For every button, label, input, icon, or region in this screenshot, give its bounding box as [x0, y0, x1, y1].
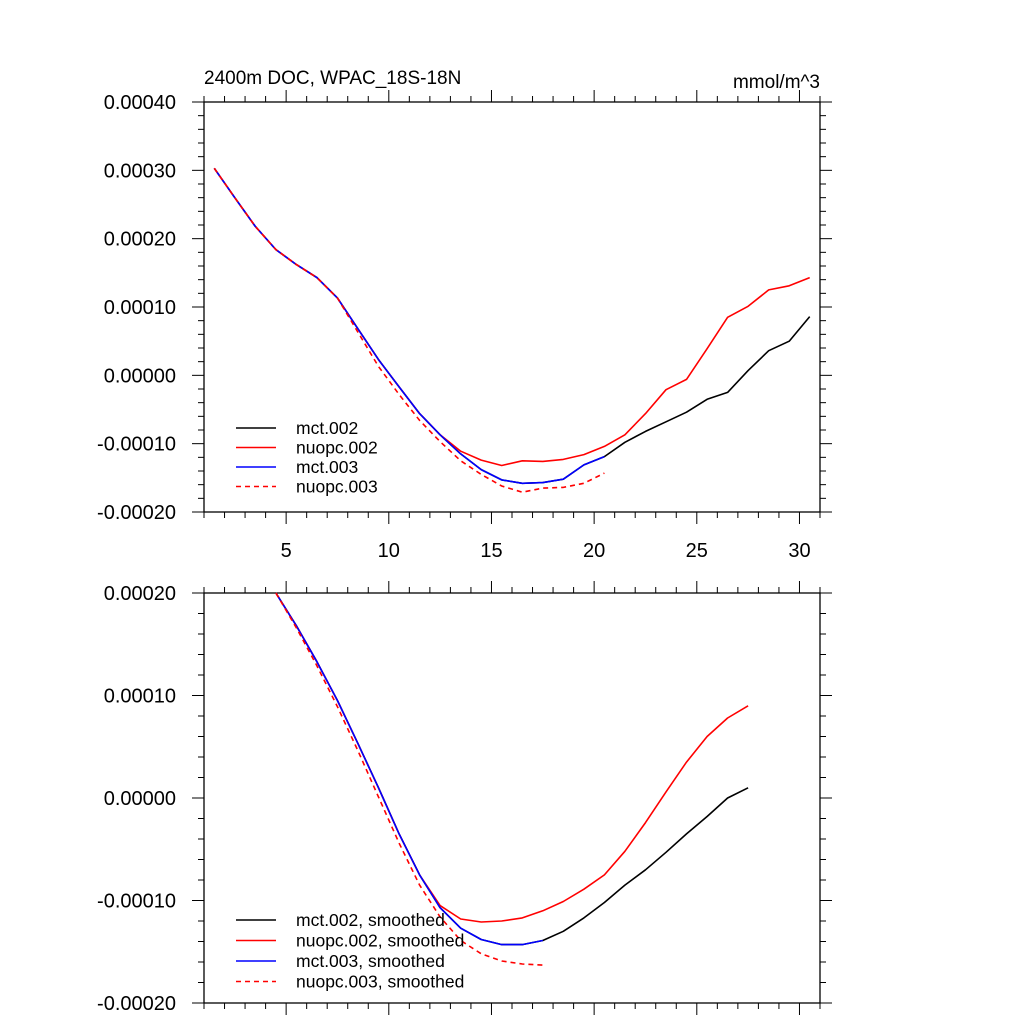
chart-title: 2400m DOC, WPAC_18S-18N: [204, 68, 461, 89]
x-tick-label: 5: [281, 540, 292, 562]
y-tick-label: 0.00030: [104, 160, 176, 182]
chart-top: 2400m DOC, WPAC_18S-18N mmol/m^3 5 10 15 20…: [97, 68, 832, 562]
x-tick-label: 20: [583, 540, 605, 562]
y-tick-label: -0.00020: [97, 502, 176, 524]
y-tick-label: 0.00010: [104, 297, 176, 319]
legend-label: mct.003: [296, 457, 358, 477]
y-tick-label: 0.00000: [104, 788, 176, 810]
x-tick-label: 10: [378, 540, 400, 562]
chart-bottom: -0.00020 -0.00010 0.00000 0.00010 0.00020 mct…: [97, 581, 832, 1015]
y-tick-label: -0.00010: [97, 891, 176, 913]
y-tick-label: 0.00040: [104, 92, 176, 114]
y-tick-label: 0.00000: [104, 365, 176, 387]
legend-label: nuopc.003: [296, 477, 378, 497]
x-tick-label: 15: [480, 540, 502, 562]
y-tick-label: 0.00010: [104, 686, 176, 708]
y-tick-label: 0.00020: [104, 583, 176, 605]
legend-label: mct.002, smoothed: [296, 910, 445, 930]
legend-label: mct.002: [296, 418, 358, 438]
series-line-nuopc-003-smoothed: [275, 592, 543, 966]
y-tick-label: -0.00020: [97, 993, 176, 1015]
legend-label: nuopc.002: [296, 438, 378, 458]
x-tick-label: 30: [788, 540, 810, 562]
x-tick-label: 25: [686, 540, 708, 562]
legend-label: mct.003, smoothed: [296, 951, 445, 971]
chart-units-label: mmol/m^3: [733, 72, 820, 93]
legend-label: nuopc.003, smoothed: [296, 972, 464, 992]
series-line-mct-003: [213, 167, 605, 485]
series-line-mct-003-smoothed: [275, 592, 543, 946]
y-tick-label: -0.00010: [97, 434, 176, 456]
y-tick-label: 0.00020: [104, 229, 176, 251]
legend-label: nuopc.002, smoothed: [296, 931, 464, 951]
